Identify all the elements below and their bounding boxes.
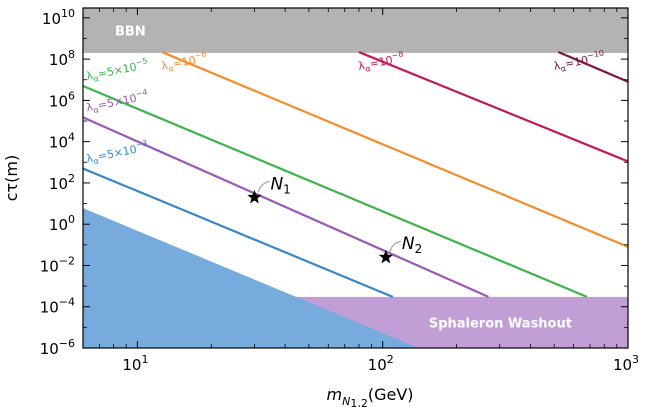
series-line-0	[161, 51, 628, 248]
y-tick-label-8: 1010	[42, 7, 75, 28]
x-axis-label-unit: (GeV)	[368, 385, 414, 404]
y-axis-label: cτ(m)	[2, 155, 21, 202]
point-label-1: N2	[402, 234, 422, 256]
series-line-2	[557, 51, 628, 83]
x-axis-label-sub: N	[342, 395, 350, 407]
series-label-3: λα=5×10−5	[85, 56, 150, 85]
series-line-5	[83, 167, 394, 298]
series-line-3	[83, 84, 588, 298]
shaded-regions	[83, 8, 628, 348]
region-shade-2	[83, 208, 419, 348]
point-leader-1	[389, 240, 401, 253]
x-axis-label-main: m	[327, 385, 343, 404]
point-label-0: N1	[270, 174, 290, 196]
y-tick-label-3: 100	[49, 213, 75, 234]
series-lines	[83, 51, 628, 298]
series-label-1: λα=10−8	[357, 49, 406, 75]
y-tick-label-1: 10−4	[40, 296, 75, 317]
y-tick-label-7: 108	[49, 48, 75, 69]
x-tick-label-1: 102	[368, 353, 394, 374]
series-line-1	[358, 51, 628, 163]
benchmark-points: N1 N2	[247, 174, 422, 264]
x-tick-label-0: 101	[122, 353, 148, 374]
x-axis-label: mN1,2(GeV)	[327, 385, 414, 407]
y-tick-label-0: 10−6	[40, 337, 75, 358]
y-tick-label-2: 10−2	[40, 254, 75, 275]
series-label-2: λα=10−10	[552, 48, 606, 75]
region-label-0: BBN	[115, 24, 146, 39]
x-tick-label-2: 103	[613, 353, 639, 374]
series-line-4	[83, 116, 489, 298]
y-tick-label-6: 106	[49, 89, 75, 110]
series-label-0: λα=10−6	[160, 49, 209, 75]
y-tick-label-4: 102	[49, 172, 75, 193]
y-tick-label-5: 104	[49, 131, 75, 152]
x-axis-label-subsub: 1,2	[350, 397, 368, 407]
region-label-1: Sphaleron Washout	[429, 316, 572, 331]
plot-frame	[82, 7, 629, 349]
series-label-5: λα=5×10−3	[85, 139, 150, 168]
region-shade-0	[83, 8, 628, 53]
point-leader-0	[257, 180, 270, 193]
point-marker-0	[247, 189, 262, 204]
point-marker-1	[378, 249, 393, 264]
axis-ticks: 101 102 103 10−6 10−4 10−2 100 102 104 106 108 1010	[40, 7, 639, 374]
